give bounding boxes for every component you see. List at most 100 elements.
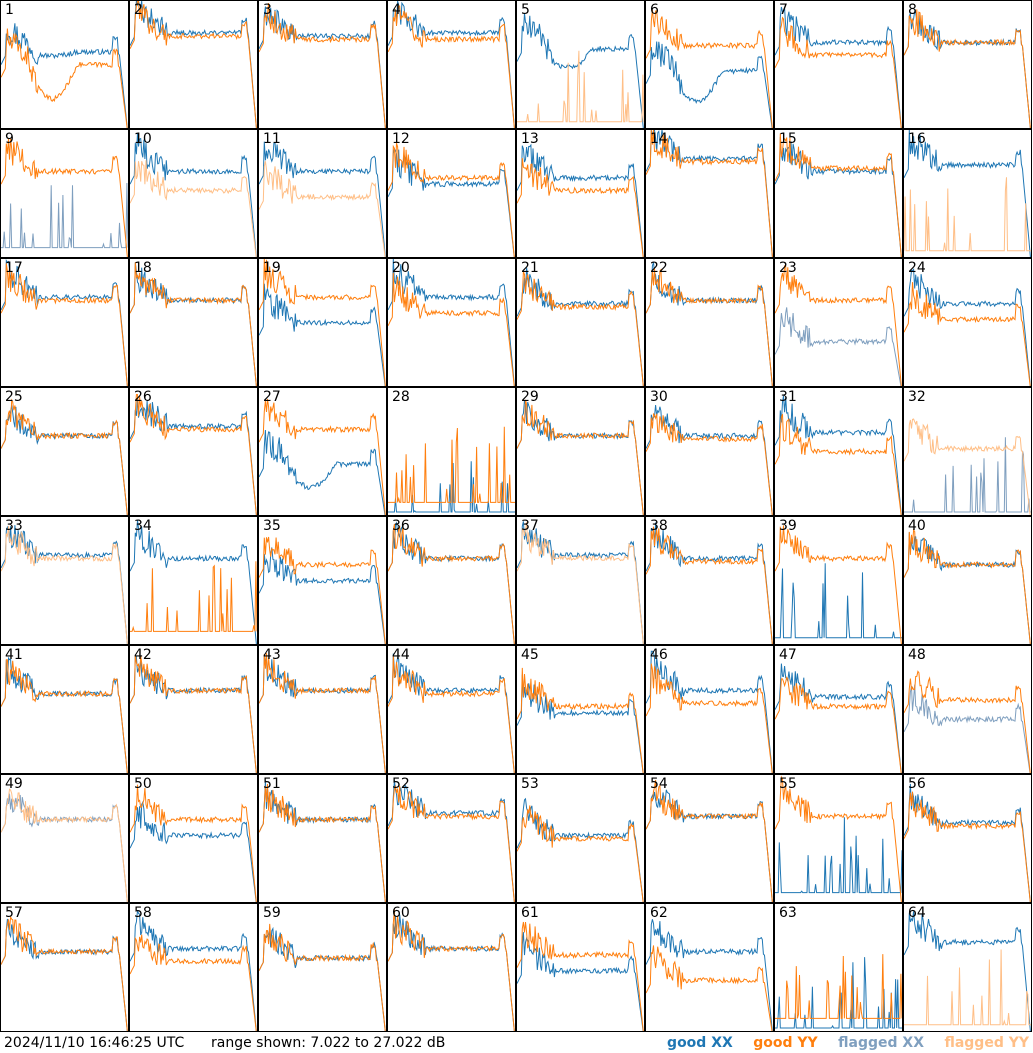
panel-9-label: 9: [5, 131, 14, 147]
panel-31-xx-line: [775, 395, 902, 515]
panel-57-xx-line: [1, 918, 128, 1031]
panel-60-plot: [388, 909, 515, 1031]
panel-57: 57: [0, 903, 129, 1032]
panel-12-label: 12: [392, 131, 410, 147]
panel-24-xx-line: [904, 268, 1031, 386]
panel-10-plot: [130, 133, 257, 257]
panel-38: 38: [645, 516, 774, 645]
panel-27-yy-line: [259, 398, 386, 515]
panel-6-label: 6: [650, 2, 659, 18]
panel-31: 31: [774, 387, 903, 516]
panel-38-yy-line: [646, 526, 773, 644]
panel-30-xx-line: [646, 404, 773, 515]
panel-10-yy-line: [130, 160, 257, 257]
panel-45: 45: [516, 645, 645, 774]
panel-62-label: 62: [650, 905, 668, 921]
panel-3-label: 3: [263, 2, 272, 18]
panel-55-label: 55: [779, 776, 797, 792]
panel-8-yy-line: [904, 9, 1031, 128]
panel-62-yy-line: [646, 945, 773, 1031]
panel-26-yy-line: [130, 393, 257, 515]
panel-18-xx-line: [130, 262, 257, 386]
panel-56: 56: [903, 774, 1032, 903]
panel-2-label: 2: [134, 2, 143, 18]
panel-17-xx-line: [1, 259, 128, 386]
panel-38-plot: [646, 522, 773, 644]
panel-39-plot: [775, 525, 902, 644]
panel-25-label: 25: [5, 389, 23, 405]
panel-6-xx-line: [646, 41, 773, 128]
panel-55: 55: [774, 774, 903, 903]
panel-62-plot: [646, 919, 773, 1031]
panel-16-yy-line: [904, 177, 1031, 252]
panel-6-yy-line: [646, 9, 773, 128]
panel-48-plot: [904, 670, 1031, 773]
panel-17-yy-line: [1, 263, 128, 386]
panel-58-yy-line: [130, 934, 257, 1031]
panel-63: 63: [774, 903, 903, 1032]
panel-49-plot: [1, 788, 128, 902]
panel-4-plot: [388, 1, 515, 128]
panel-32-plot: [904, 418, 1031, 515]
legend-good-yy: good YY: [753, 1035, 818, 1051]
panel-13-yy-line: [517, 158, 644, 257]
panel-29-label: 29: [521, 389, 539, 405]
panel-52-xx-line: [388, 780, 515, 902]
panel-22-plot: [646, 262, 773, 386]
panel-50: 50: [129, 774, 258, 903]
panel-35-label: 35: [263, 518, 281, 534]
panel-2: 2: [129, 0, 258, 129]
panel-48: 48: [903, 645, 1032, 774]
panel-17-plot: [1, 259, 128, 386]
panel-41-xx-line: [1, 656, 128, 773]
panel-56-label: 56: [908, 776, 926, 792]
panel-63-label: 63: [779, 905, 797, 921]
panel-52-plot: [388, 780, 515, 902]
panel-60-yy-line: [388, 909, 515, 1031]
panel-35-yy-line: [259, 536, 386, 644]
panel-54-plot: [646, 779, 773, 902]
panel-18-yy-line: [130, 262, 257, 386]
panel-13-plot: [517, 143, 644, 257]
panel-63-yy-line: [775, 954, 902, 1019]
panel-54: 54: [645, 774, 774, 903]
panel-32-yy-line: [904, 418, 1031, 515]
panel-34-plot: [130, 520, 257, 644]
panel-10-label: 10: [134, 131, 152, 147]
panel-40: 40: [903, 516, 1032, 645]
panel-37-plot: [517, 521, 644, 644]
panel-28-xx-line: [388, 461, 515, 514]
panel-53-xx-line: [517, 797, 644, 902]
panel-37: 37: [516, 516, 645, 645]
panel-51-xx-line: [259, 780, 386, 902]
panel-15-xx-line: [775, 137, 902, 257]
panel-50-plot: [130, 784, 257, 902]
panel-59: 59: [258, 903, 387, 1032]
panel-24-yy-line: [904, 282, 1031, 386]
panel-54-xx-line: [646, 789, 773, 902]
panel-53-plot: [517, 797, 644, 902]
panel-26-label: 26: [134, 389, 152, 405]
panel-1-plot: [1, 23, 128, 128]
panel-4-yy-line: [388, 5, 515, 128]
panel-31-yy-line: [775, 414, 902, 515]
panel-10-xx-line: [130, 133, 257, 257]
panel-50-label: 50: [134, 776, 152, 792]
panel-64-plot: [904, 911, 1031, 1031]
panel-43-yy-line: [259, 653, 386, 773]
panel-4: 4: [387, 0, 516, 129]
panel-9-yy-line: [1, 138, 128, 257]
panel-33: 33: [0, 516, 129, 645]
panel-50-xx-line: [130, 800, 257, 902]
panel-5-plot: [517, 13, 644, 128]
panel-13-xx-line: [517, 143, 644, 257]
panel-27-label: 27: [263, 389, 281, 405]
panel-61-xx-line: [517, 932, 644, 1031]
panel-36-yy-line: [388, 524, 515, 644]
panel-52: 52: [387, 774, 516, 903]
panel-63-xx-line: [775, 957, 902, 1029]
panel-41-yy-line: [1, 659, 128, 773]
panel-13-label: 13: [521, 131, 539, 147]
panel-36-plot: [388, 521, 515, 644]
panel-62: 62: [645, 903, 774, 1032]
